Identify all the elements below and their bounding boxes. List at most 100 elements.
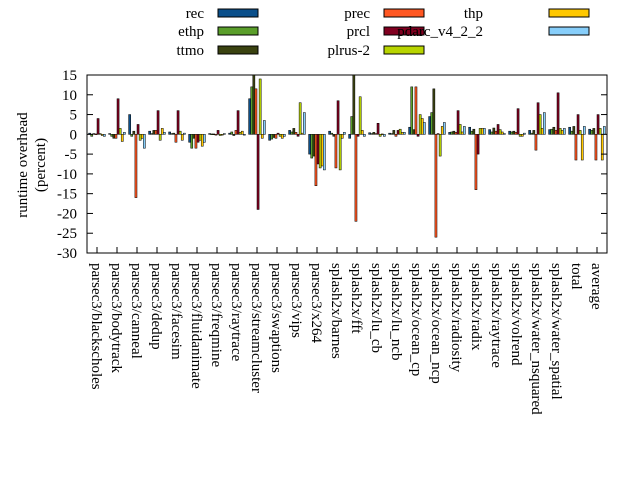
bar-rec [488, 129, 491, 135]
bar-ethp [450, 131, 454, 135]
bar-prec [354, 134, 358, 222]
bar-rec [588, 128, 591, 135]
bar-ttmo [212, 133, 216, 135]
bar-prec [494, 130, 498, 135]
legend: rec ethp ttmo prec prcl plrus-2 thp pdarc_v4_2_… [176, 6, 590, 59]
x-tick-label: parsec3/streamcluster [248, 263, 264, 393]
bar-plrus-2 [178, 130, 182, 135]
bar-thp [260, 134, 264, 139]
bar-plrus-2 [258, 78, 262, 135]
x-tick-label: parsec3/x264 [308, 263, 324, 343]
legend-label-ttmo: ttmo [176, 43, 204, 59]
bar-prec [234, 130, 238, 135]
bar-plrus-2 [278, 134, 282, 137]
bar-prec [94, 133, 98, 135]
x-tick-label: parsec3/blackscholes [88, 263, 104, 390]
bar-ttmo [552, 126, 556, 135]
bar-prcl [96, 118, 100, 135]
bar-pdarc_v4_2_2 [423, 122, 426, 135]
bar-plrus-2 [558, 128, 562, 135]
x-tick-label: splash2x/barnes [328, 263, 344, 359]
bar-ethp [490, 131, 494, 135]
bar-plrus-2 [358, 96, 362, 135]
bar-prec [454, 132, 458, 135]
bar-ttmo [592, 128, 596, 135]
bar-ethp [150, 133, 154, 135]
bar-plrus-2 [378, 134, 382, 137]
bar-prec [374, 133, 378, 135]
bar-thp [400, 132, 404, 135]
legend-swatch-pdarc_v4_2_2 [548, 26, 590, 36]
y-tick-label: 10 [62, 88, 77, 104]
bar-ttmo [332, 134, 336, 137]
bar-rec [408, 126, 411, 135]
y-axis-label-line-2: (percent) [33, 138, 49, 192]
bar-thp [500, 131, 504, 135]
legend-swatch-thp [548, 8, 590, 18]
bar-ttmo [392, 130, 396, 135]
bar-ethp [530, 132, 534, 135]
x-tick-label: parsec3/raytrace [228, 263, 244, 362]
plot-area [86, 74, 608, 254]
bar-pdarc_v4_2_2 [243, 134, 246, 136]
bar-ethp [310, 134, 314, 159]
bar-ethp [330, 132, 334, 135]
y-axis: 15 10 5 0 -5 -10 -15 -20 -25 -30 [57, 68, 607, 262]
x-tick-label: splash2x/volrend [508, 263, 524, 366]
legend-label-rec: rec [186, 6, 205, 22]
bar-ethp [510, 131, 514, 135]
bar-prec [154, 130, 158, 135]
x-tick-label: parsec3/freqmine [208, 263, 224, 367]
bar-ethp [370, 133, 374, 135]
bar-rec [328, 130, 331, 135]
bar-pdarc_v4_2_2 [383, 134, 386, 137]
bar-thp [560, 130, 564, 135]
bar-ttmo [172, 132, 176, 135]
bar-pdarc_v4_2_2 [123, 132, 126, 135]
bar-prcl [436, 133, 440, 135]
bar-rec [168, 131, 171, 135]
bar-ethp [210, 133, 214, 135]
bar-plrus-2 [238, 132, 242, 135]
y-tick-label: 15 [62, 68, 77, 84]
bar-ttmo [192, 134, 196, 139]
legend-swatch-ethp [217, 26, 259, 36]
bar-rec [548, 129, 551, 135]
bar-rec [288, 130, 291, 135]
bar-thp [160, 128, 164, 135]
bar-pdarc_v4_2_2 [603, 126, 606, 135]
bar-prec [414, 86, 418, 135]
bar-thp [320, 134, 324, 167]
bar-plrus-2 [398, 128, 402, 135]
bar-prec [314, 134, 318, 187]
bar-plrus-2 [538, 114, 542, 135]
bar-rec [128, 114, 131, 135]
bar-ttmo [252, 74, 256, 135]
bar-prcl [296, 134, 300, 137]
bar-thp [600, 134, 604, 161]
bar-ttmo [472, 128, 476, 135]
bar-rec [388, 132, 391, 135]
bar-prcl [216, 130, 220, 135]
bar-rec [148, 130, 151, 135]
bar-prcl [556, 92, 560, 135]
bar-plrus-2 [158, 134, 162, 141]
bar-plrus-2 [578, 130, 582, 135]
legend-label-plrus-2: plrus-2 [328, 43, 371, 59]
y-axis-label-line-1: runtime overhead [15, 112, 31, 218]
bar-pdarc_v4_2_2 [263, 120, 266, 135]
bar-prec [534, 134, 538, 151]
bar-ttmo [492, 127, 496, 135]
x-tick-label: splash2x/lu_cb [368, 263, 384, 353]
bar-ethp [590, 130, 594, 135]
bar-ttmo [292, 128, 296, 135]
bar-prec [134, 134, 138, 198]
legend-label-prcl: prcl [347, 24, 370, 40]
bar-pdarc_v4_2_2 [463, 126, 466, 135]
bar-prec [434, 134, 438, 238]
bar-thp [140, 134, 144, 139]
bar-ethp [270, 134, 274, 140]
bar-plrus-2 [118, 128, 122, 135]
bar-ethp [130, 134, 134, 137]
bar-thp [100, 134, 104, 136]
